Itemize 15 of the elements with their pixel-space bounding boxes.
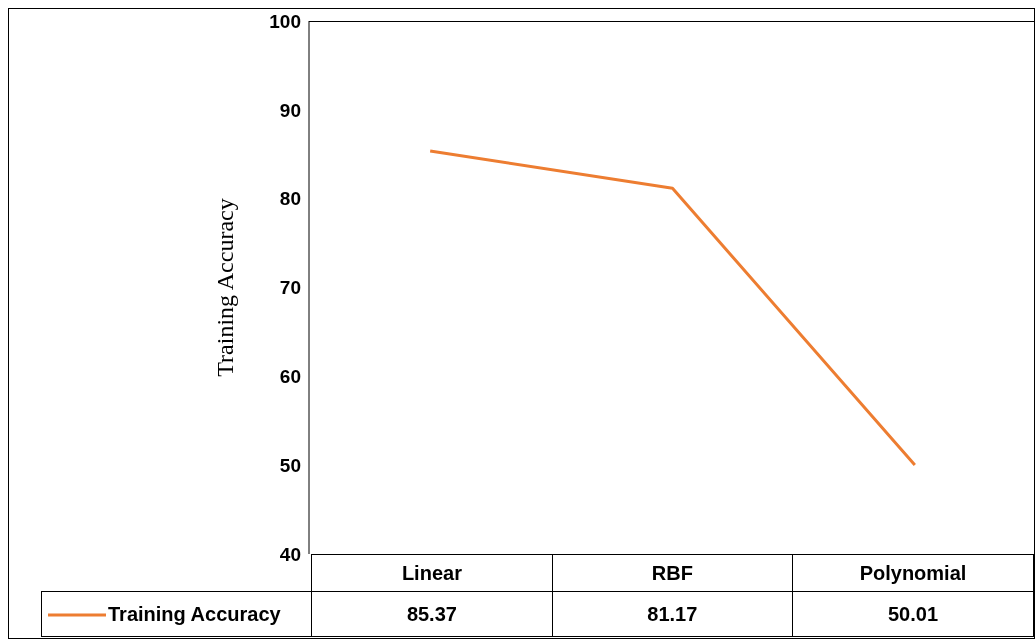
y-tick-label: 70 (279, 277, 301, 299)
y-tick-label: 90 (279, 99, 301, 121)
y-tick-label: 50 (279, 454, 301, 476)
data-label: 85.37 (311, 591, 553, 637)
x-tick-label: RBF (552, 554, 793, 592)
data-label: 50.01 (792, 591, 1034, 637)
y-tick-label: 60 (279, 366, 301, 388)
legend-label: Training Accuracy (107, 602, 281, 625)
data-label: 81.17 (552, 591, 793, 637)
y-axis-title: Training Accuracy (211, 198, 238, 377)
y-tick-label: 100 (269, 10, 301, 32)
x-tick-label: Polynomial (792, 554, 1034, 592)
y-tick-label: 40 (279, 543, 301, 565)
y-tick-label: 80 (279, 188, 301, 210)
x-tick-label: Linear (311, 554, 553, 592)
